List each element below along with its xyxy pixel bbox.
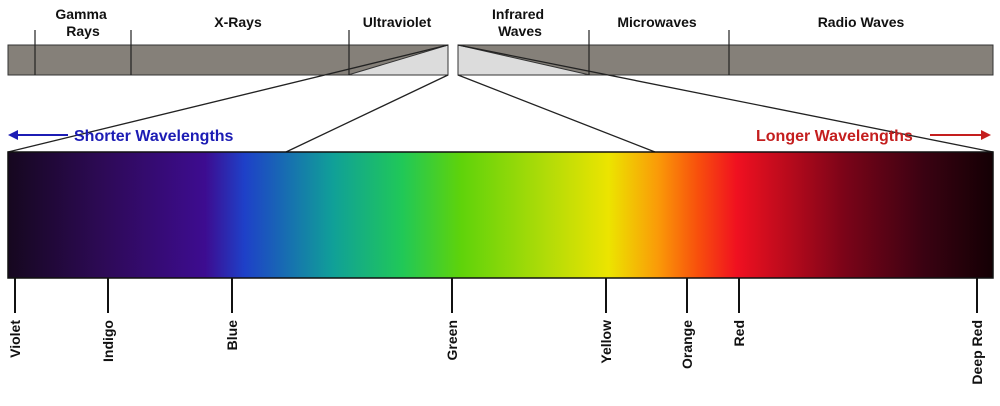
zoom-line (7, 44, 449, 153)
label-indigo: Indigo (100, 320, 116, 362)
zoom-lines (7, 44, 994, 153)
longer-wavelengths-indicator: Longer Wavelengths (756, 128, 991, 145)
label-violet: Violet (7, 320, 23, 358)
visible-window-right (457, 44, 591, 76)
label-green: Green (444, 320, 460, 360)
band-label-microwaves: Microwaves (617, 14, 697, 30)
shorter-wavelengths-indicator: Shorter Wavelengths (8, 128, 234, 145)
zoom-line (285, 74, 449, 153)
shorter-wavelengths-label: Shorter Wavelengths (74, 128, 234, 145)
label-red: Red (731, 320, 747, 346)
em-spectrum-bar (7, 30, 994, 76)
band-label-x-rays: X-Rays (214, 14, 262, 30)
right-arrowhead-icon (981, 130, 991, 140)
label-orange: Orange (679, 320, 695, 369)
label-blue: Blue (224, 320, 240, 351)
band-label-gamma-rays: Gamma Rays (55, 6, 110, 39)
zoom-line (457, 74, 656, 153)
longer-wavelengths-label: Longer Wavelengths (756, 128, 913, 145)
color-ticks: Violet Indigo Blue Green Yellow Orange Red Deep… (7, 278, 985, 385)
band-label-ultraviolet: Ultraviolet (363, 14, 432, 30)
band-labels: Gamma Rays X-Rays Ultraviolet Infrared W… (55, 6, 904, 39)
band-label-radio-waves: Radio Waves (818, 14, 905, 30)
zoom-line (457, 44, 994, 153)
label-deep-red: Deep Red (969, 320, 985, 385)
left-arrowhead-icon (8, 130, 18, 140)
band-label-infrared-waves: Infrared Waves (492, 6, 548, 39)
visible-window-left (347, 44, 449, 76)
label-yellow: Yellow (598, 320, 614, 364)
visible-spectrum-bar (7, 151, 994, 279)
